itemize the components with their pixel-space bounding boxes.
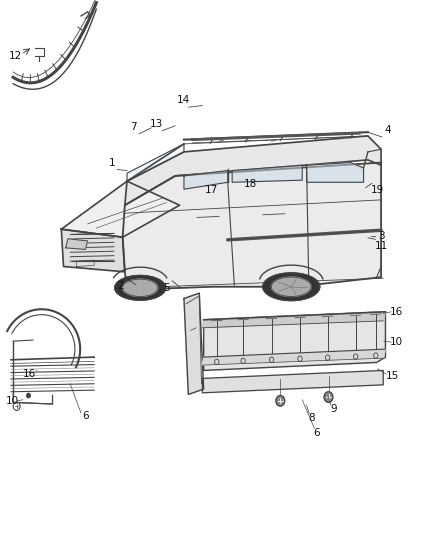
Text: 19: 19 bbox=[371, 185, 384, 195]
Text: 5: 5 bbox=[163, 283, 170, 293]
Text: 17: 17 bbox=[205, 185, 218, 195]
Polygon shape bbox=[122, 279, 158, 296]
Polygon shape bbox=[202, 312, 385, 328]
Text: 10: 10 bbox=[6, 396, 19, 406]
Text: 16: 16 bbox=[390, 307, 403, 317]
Polygon shape bbox=[61, 181, 180, 237]
Text: 6: 6 bbox=[313, 428, 320, 438]
Text: 9: 9 bbox=[330, 405, 337, 414]
Polygon shape bbox=[204, 312, 385, 370]
Circle shape bbox=[27, 393, 30, 398]
Text: 18: 18 bbox=[244, 179, 257, 189]
Text: 7: 7 bbox=[130, 122, 137, 132]
Text: 6: 6 bbox=[82, 411, 89, 421]
Text: 4: 4 bbox=[384, 125, 391, 135]
Polygon shape bbox=[125, 136, 381, 205]
Text: 13: 13 bbox=[150, 119, 163, 128]
Polygon shape bbox=[184, 293, 204, 394]
Polygon shape bbox=[202, 349, 385, 365]
Text: 10: 10 bbox=[390, 337, 403, 347]
Circle shape bbox=[276, 395, 285, 406]
Polygon shape bbox=[127, 144, 184, 181]
Circle shape bbox=[324, 392, 333, 402]
Text: 14: 14 bbox=[177, 95, 190, 105]
Text: 2: 2 bbox=[117, 281, 124, 290]
Polygon shape bbox=[184, 171, 228, 189]
Text: 3: 3 bbox=[378, 231, 385, 240]
Polygon shape bbox=[61, 229, 125, 272]
Text: 1: 1 bbox=[108, 158, 115, 167]
Polygon shape bbox=[232, 165, 302, 182]
Text: 11: 11 bbox=[374, 241, 388, 251]
Polygon shape bbox=[202, 370, 383, 393]
Polygon shape bbox=[66, 239, 88, 249]
Text: 15: 15 bbox=[385, 371, 399, 381]
Polygon shape bbox=[272, 277, 311, 296]
Polygon shape bbox=[115, 276, 166, 300]
Polygon shape bbox=[263, 273, 320, 301]
Polygon shape bbox=[307, 163, 364, 182]
Polygon shape bbox=[123, 163, 381, 289]
Text: 16: 16 bbox=[23, 369, 36, 379]
Text: 8: 8 bbox=[308, 413, 315, 423]
Text: 12: 12 bbox=[9, 51, 22, 61]
